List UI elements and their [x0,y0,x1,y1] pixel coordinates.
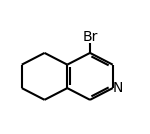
Text: N: N [112,81,123,95]
Text: Br: Br [82,30,98,44]
